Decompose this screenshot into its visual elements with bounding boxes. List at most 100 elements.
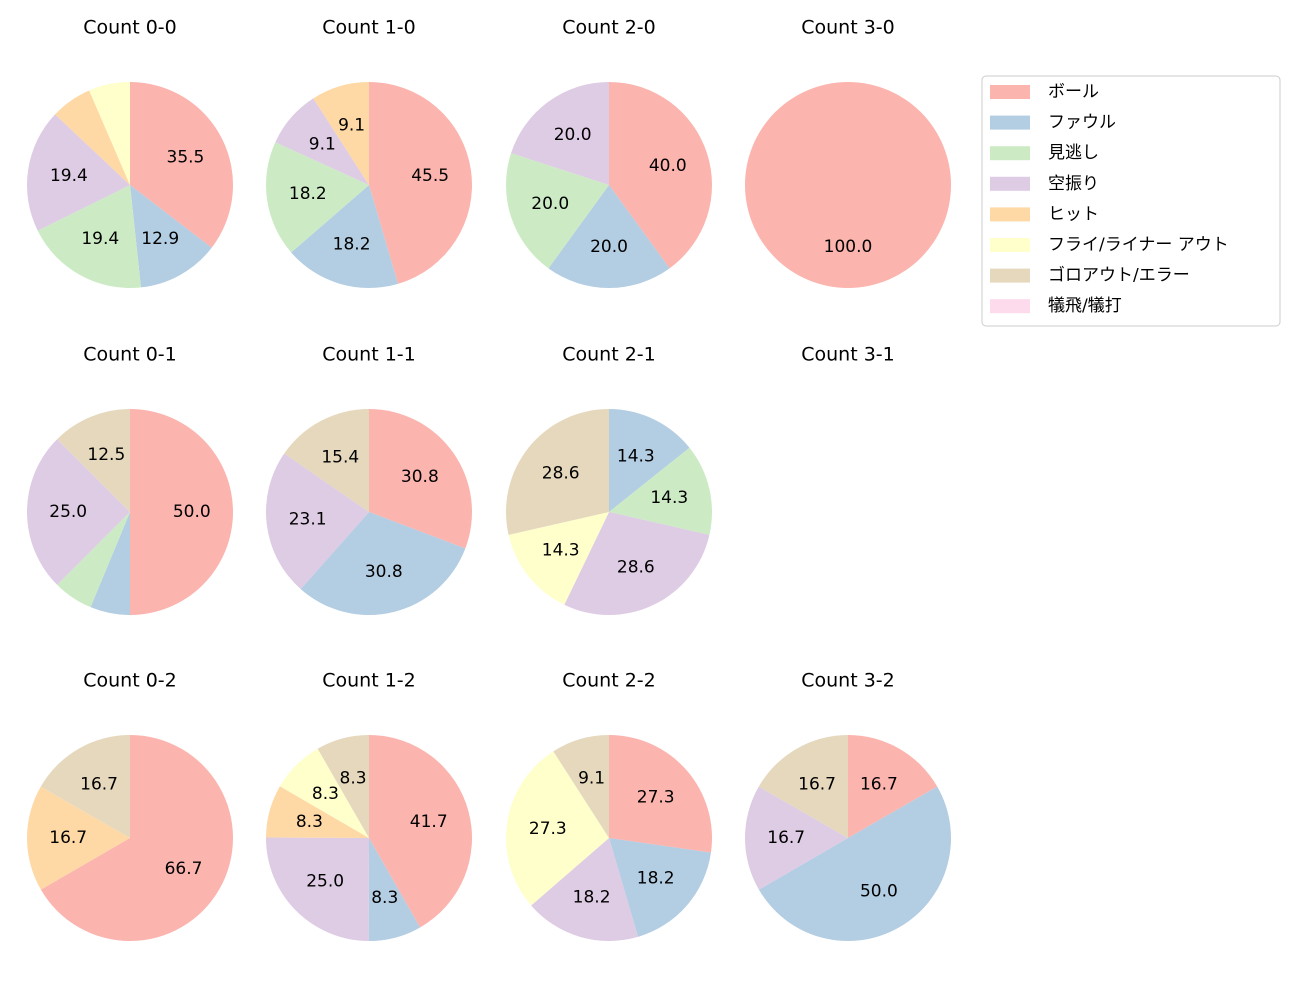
pie-slice bbox=[266, 837, 369, 941]
data-label: 100.0 bbox=[824, 237, 873, 257]
pie-slice bbox=[130, 82, 233, 248]
data-label: 19.4 bbox=[81, 229, 119, 249]
pie-slice bbox=[40, 735, 130, 838]
pie-slice bbox=[505, 751, 609, 906]
data-label: 20.0 bbox=[531, 194, 569, 214]
data-label: 14.3 bbox=[542, 541, 580, 561]
chart-title: Count 1-0 bbox=[322, 17, 416, 39]
legend-swatch bbox=[990, 268, 1030, 283]
legend-swatch bbox=[990, 176, 1030, 191]
data-label: 14.3 bbox=[650, 488, 688, 508]
pie-slice bbox=[369, 735, 473, 928]
pie-slice bbox=[57, 409, 131, 512]
pie-slice bbox=[284, 409, 369, 512]
pie-slice bbox=[27, 114, 130, 231]
data-label: 16.7 bbox=[49, 828, 87, 848]
legend-label: 空振り bbox=[1048, 174, 1099, 194]
pie-slice bbox=[848, 735, 938, 838]
data-label: 18.2 bbox=[637, 868, 675, 888]
chart-title: Count 0-0 bbox=[83, 17, 177, 39]
data-label: 8.3 bbox=[296, 812, 323, 832]
legend-label: 犠飛/犠打 bbox=[1048, 296, 1122, 316]
data-label: 41.7 bbox=[410, 812, 448, 832]
chart-title: Count 0-2 bbox=[83, 670, 177, 692]
pie-slice bbox=[27, 439, 130, 585]
data-label: 12.5 bbox=[87, 445, 125, 465]
data-label: 16.7 bbox=[798, 774, 836, 794]
pie-slice bbox=[369, 409, 472, 549]
pie-slice bbox=[90, 512, 130, 615]
pie-slice bbox=[511, 82, 609, 185]
data-label: 18.2 bbox=[573, 887, 611, 907]
pie-slice bbox=[266, 453, 369, 590]
legend-swatch bbox=[990, 238, 1030, 252]
chart-title: Count 2-2 bbox=[562, 670, 656, 692]
data-label: 30.8 bbox=[365, 562, 403, 582]
data-label: 28.6 bbox=[542, 463, 580, 483]
pie-slice bbox=[744, 786, 848, 890]
chart-title: Count 3-2 bbox=[801, 670, 895, 692]
pie-slice bbox=[26, 786, 131, 890]
data-label: 15.4 bbox=[321, 447, 359, 467]
data-label: 40.0 bbox=[649, 156, 687, 176]
data-label: 25.0 bbox=[306, 872, 344, 892]
data-label: 20.0 bbox=[590, 237, 628, 257]
pie-slice bbox=[609, 82, 713, 269]
legend-swatch bbox=[990, 115, 1030, 130]
data-label: 8.3 bbox=[312, 784, 339, 804]
data-label: 20.0 bbox=[554, 125, 592, 145]
data-label: 18.2 bbox=[289, 184, 327, 204]
pie-slice bbox=[609, 409, 690, 512]
data-label: 19.4 bbox=[50, 166, 88, 186]
legend-label: フライ/ライナー アウト bbox=[1048, 235, 1229, 255]
pie-slice bbox=[266, 786, 369, 838]
data-label: 28.6 bbox=[617, 558, 655, 578]
legend-label: 見逃し bbox=[1048, 143, 1099, 163]
data-label: 16.7 bbox=[767, 828, 805, 848]
data-label: 9.1 bbox=[338, 116, 365, 136]
pie-slice bbox=[37, 185, 141, 288]
legend-swatch bbox=[990, 299, 1030, 314]
data-label: 27.3 bbox=[637, 788, 675, 808]
pie-slice bbox=[313, 82, 369, 185]
chart-title: Count 3-1 bbox=[801, 344, 895, 366]
data-label: 12.9 bbox=[141, 229, 179, 249]
pie-slice bbox=[758, 735, 848, 838]
data-label: 27.3 bbox=[529, 819, 567, 839]
pie-slice bbox=[130, 409, 233, 615]
data-label: 35.5 bbox=[167, 148, 205, 168]
pie-slice bbox=[609, 447, 712, 535]
chart-title: Count 2-1 bbox=[562, 344, 656, 366]
data-label: 66.7 bbox=[165, 859, 203, 879]
data-label: 9.1 bbox=[578, 769, 605, 789]
pie-slice bbox=[266, 142, 369, 253]
pie-slice bbox=[368, 838, 421, 942]
legend-swatch bbox=[990, 146, 1030, 161]
pie-slice bbox=[89, 82, 130, 185]
pie-slice bbox=[758, 786, 952, 942]
legend-box bbox=[981, 75, 1281, 327]
pie-slice bbox=[279, 748, 369, 838]
legend-swatch bbox=[990, 85, 1030, 99]
chart-title: Count 1-2 bbox=[322, 670, 416, 692]
data-label: 25.0 bbox=[49, 502, 87, 522]
pie-slice bbox=[369, 82, 472, 284]
data-label: 50.0 bbox=[860, 882, 898, 902]
chart-title: Count 1-1 bbox=[322, 344, 416, 366]
data-label: 14.3 bbox=[617, 446, 655, 466]
legend-label: ゴロアウト/エラー bbox=[1048, 265, 1190, 286]
data-label: 16.7 bbox=[860, 774, 898, 794]
chart-title: Count 0-1 bbox=[83, 344, 177, 366]
pie-slice bbox=[564, 512, 710, 615]
pie-slice bbox=[609, 735, 712, 853]
data-label: 45.5 bbox=[411, 166, 449, 186]
pie-slice bbox=[745, 82, 951, 288]
data-label: 23.1 bbox=[289, 509, 327, 529]
pie-slice bbox=[40, 735, 233, 941]
pie-slice bbox=[505, 409, 609, 535]
data-label: 30.8 bbox=[401, 467, 439, 487]
pie-slice bbox=[553, 735, 609, 838]
data-label: 9.1 bbox=[309, 135, 336, 155]
pie-slice bbox=[506, 153, 609, 269]
pie-slice bbox=[275, 98, 369, 185]
